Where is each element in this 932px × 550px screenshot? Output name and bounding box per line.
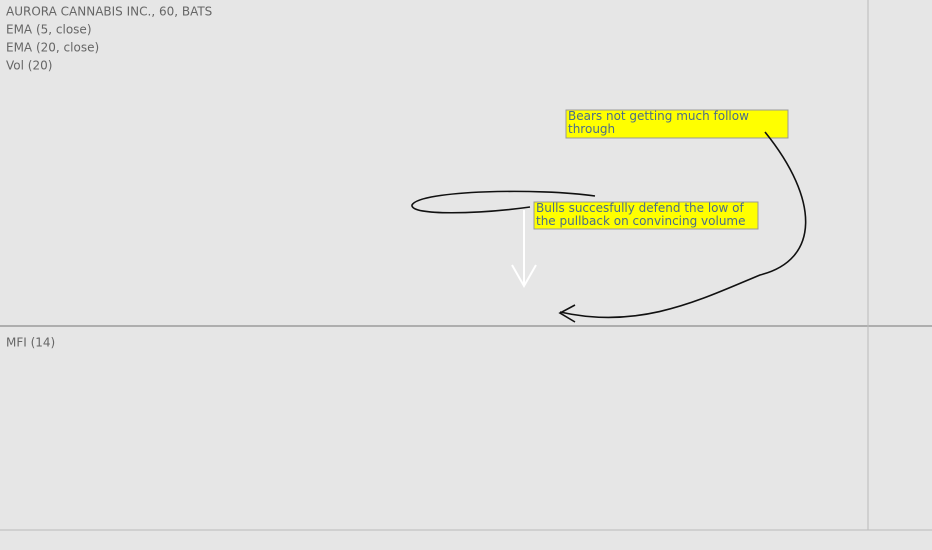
annotation-bulls-text: Bulls succesfully defend the low of the … <box>536 202 746 228</box>
drawn-arrowhead <box>558 304 576 323</box>
legend-mfi: MFI (14) <box>6 336 55 350</box>
annotation-bears-text: Bears not getting much follow through <box>568 110 749 136</box>
legend-ema20: EMA (20, close) <box>6 41 99 55</box>
annotation-box <box>533 201 759 230</box>
legend-title: AURORA CANNABIS INC., 60, BATS <box>6 5 212 19</box>
legend-volume: Vol (20) <box>6 59 52 73</box>
drawn-loop <box>411 190 596 214</box>
white-arrowhead <box>511 264 537 289</box>
annotation-bulls: Bulls succesfully defend the low of the … <box>536 202 746 228</box>
annotation-box <box>565 109 789 139</box>
annotation-bears: Bears not getting much follow through <box>568 110 749 136</box>
legend-ema5: EMA (5, close) <box>6 23 92 37</box>
drawn-curve <box>559 131 807 319</box>
